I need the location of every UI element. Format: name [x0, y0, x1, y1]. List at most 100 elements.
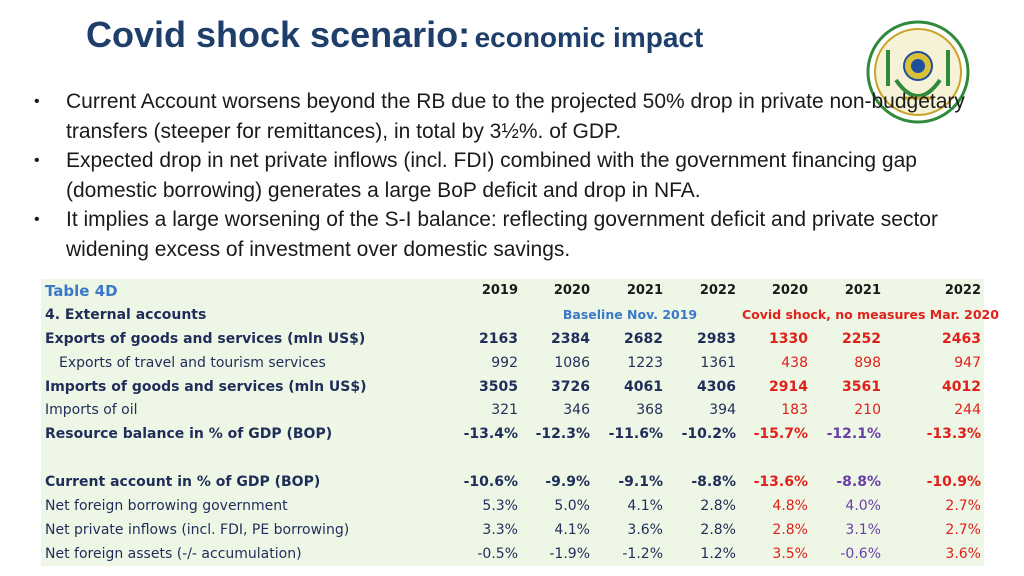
- table-row: Net foreign assets (-/- accumulation) -0…: [41, 542, 984, 566]
- table-cell: -11.6%: [608, 426, 663, 443]
- year-header: 2022: [699, 283, 736, 299]
- table-cell: 3726: [551, 378, 590, 395]
- table-cell: -0.6%: [840, 545, 881, 562]
- table-section-row: 4. External accounts Baseline Nov. 2019 …: [41, 303, 999, 327]
- table-row: Net foreign borrowing government 5.3% 5.0…: [41, 494, 984, 518]
- table-cell: 210: [854, 402, 881, 419]
- title-sub: economic impact: [474, 22, 704, 53]
- year-header: 2021: [844, 283, 881, 299]
- table-cell: -8.8%: [836, 474, 881, 491]
- table-cell: 2983: [697, 330, 736, 347]
- table-row: Exports of travel and tourism services 9…: [41, 351, 984, 375]
- table-cell: 3561: [842, 378, 881, 395]
- table-cell: -0.5%: [477, 545, 518, 562]
- table-cell: 1223: [627, 354, 663, 371]
- row-label: Exports of goods and services (mln US$): [45, 330, 366, 347]
- row-label: Net foreign borrowing government: [45, 497, 288, 514]
- table-cell: 3.1%: [845, 521, 881, 538]
- table-row: Net private inflows (incl. FDI, PE borro…: [41, 518, 984, 542]
- table-cell: 898: [854, 354, 881, 371]
- table-cell: 5.3%: [482, 497, 518, 514]
- section-title: 4. External accounts: [45, 306, 207, 323]
- table-cell: -12.3%: [535, 426, 590, 443]
- table-cell: -12.1%: [826, 426, 881, 443]
- table-cell: -10.2%: [681, 426, 736, 443]
- table-cell: 4.1%: [627, 497, 663, 514]
- table-cell: 2463: [942, 330, 981, 347]
- table-cell: -10.9%: [926, 474, 981, 491]
- table-cell: -1.2%: [622, 545, 663, 562]
- row-label: Imports of oil: [45, 402, 138, 419]
- table-cell: 2682: [624, 330, 663, 347]
- table-caption: Table 4D: [45, 281, 118, 300]
- table-cell: 3.5%: [772, 545, 808, 562]
- row-label: Resource balance in % of GDP (BOP): [45, 426, 333, 443]
- title-main: Covid shock scenario:: [86, 14, 471, 55]
- table-cell: 368: [636, 402, 663, 419]
- year-header: 2021: [626, 283, 663, 299]
- table-spacer-row: [41, 446, 984, 470]
- external-accounts-table: Table 4D 2019 2020 2021 2022 2020 2021 2…: [41, 279, 999, 566]
- row-label: Imports of goods and services (mln US$): [45, 378, 367, 395]
- table-cell: -10.6%: [463, 474, 518, 491]
- table-cell: 3.6%: [627, 521, 663, 538]
- table-cell: 2.8%: [700, 521, 736, 538]
- table-cell: -8.8%: [691, 474, 736, 491]
- table-cell: 4061: [624, 378, 663, 395]
- table-row: Resource balance in % of GDP (BOP) -13.4…: [41, 422, 984, 446]
- table-row: Current account in % of GDP (BOP) -10.6%…: [41, 470, 984, 494]
- table-cell: 4.8%: [772, 497, 808, 514]
- row-label: Net private inflows (incl. FDI, PE borro…: [45, 521, 350, 538]
- table-cell: 244: [954, 402, 981, 419]
- table-cell: 3505: [479, 378, 518, 395]
- bullet-item: • It implies a large worsening of the S-I…: [34, 208, 938, 261]
- table-cell: 2.7%: [945, 497, 981, 514]
- table-cell: -9.9%: [545, 474, 590, 491]
- table-cell: 1086: [554, 354, 590, 371]
- table-cell: 321: [491, 402, 518, 419]
- shock-label: Covid shock, no measures Mar. 2020: [742, 307, 999, 323]
- table-cell: 2163: [479, 330, 518, 347]
- table-cell: 3.3%: [482, 521, 518, 538]
- slide-title: Covid shock scenario: economic impact: [86, 14, 703, 56]
- table-cell: 5.0%: [554, 497, 590, 514]
- table-cell: 992: [491, 354, 518, 371]
- table-cell: -13.4%: [463, 426, 518, 443]
- bullet-item: • Expected drop in net private inflows (i…: [34, 149, 917, 202]
- year-header: 2020: [553, 283, 590, 299]
- table-cell: 4.0%: [845, 497, 881, 514]
- table-row: Imports of oil 321 346 368 394 183 210 244: [41, 398, 984, 422]
- table-cell: 1.2%: [700, 545, 736, 562]
- row-label: Current account in % of GDP (BOP): [45, 474, 321, 491]
- table-cell: 183: [781, 402, 808, 419]
- table-cell: 4.1%: [554, 521, 590, 538]
- table-cell: 947: [954, 354, 981, 371]
- table-cell: 2384: [551, 330, 590, 347]
- table-cell: 346: [563, 402, 590, 419]
- bullet-list: • Current Account worsens beyond the RB d…: [30, 87, 990, 264]
- table-header-row: Table 4D 2019 2020 2021 2022 2020 2021 2…: [41, 279, 984, 303]
- table-cell: 1330: [769, 330, 808, 347]
- row-label: Exports of travel and tourism services: [59, 354, 326, 371]
- table-cell: 438: [781, 354, 808, 371]
- table-row: Exports of goods and services (mln US$) …: [41, 327, 984, 351]
- table-cell: 2.7%: [945, 521, 981, 538]
- table-cell: 1361: [700, 354, 736, 371]
- year-header: 2022: [944, 283, 981, 299]
- table-cell: -13.6%: [753, 474, 808, 491]
- table-cell: 4306: [697, 378, 736, 395]
- coat-of-arms-seal-icon: [866, 20, 970, 124]
- table-cell: 2914: [769, 378, 808, 395]
- table-cell: 2252: [842, 330, 881, 347]
- baseline-label: Baseline Nov. 2019: [562, 307, 698, 323]
- table-cell: 4012: [942, 378, 981, 395]
- table-row: Imports of goods and services (mln US$) …: [41, 375, 984, 399]
- table-cell: -1.9%: [549, 545, 590, 562]
- table-cell: -15.7%: [753, 426, 808, 443]
- year-header: 2020: [771, 283, 808, 299]
- table-cell: 2.8%: [700, 497, 736, 514]
- row-label: Net foreign assets (-/- accumulation): [45, 545, 302, 562]
- table-cell: -9.1%: [618, 474, 663, 491]
- table-cell: 2.8%: [772, 521, 808, 538]
- year-header: 2019: [481, 283, 518, 299]
